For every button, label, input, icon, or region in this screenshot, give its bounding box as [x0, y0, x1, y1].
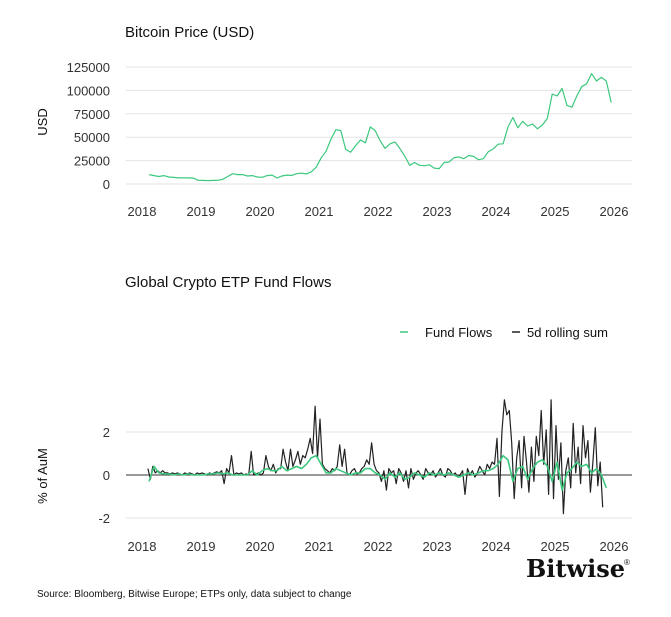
y-tick-label: 25000 — [74, 154, 110, 169]
y-tick-label: -2 — [98, 511, 110, 526]
y-tick-label: 0 — [103, 468, 110, 483]
price-chart-title: Bitcoin Price (USD) — [125, 24, 254, 41]
x-tick-label: 2024 — [482, 539, 511, 554]
x-tick-label: 2022 — [364, 204, 393, 219]
registered-mark-icon: ® — [624, 558, 630, 567]
x-tick-label: 2021 — [305, 204, 334, 219]
legend-label-rolling-sum: 5d rolling sum — [527, 325, 608, 340]
y-tick-label: 75000 — [74, 107, 110, 122]
x-tick-label: 2026 — [600, 539, 629, 554]
5d-rolling-sum-line — [147, 399, 604, 515]
x-tick-label: 2023 — [423, 204, 452, 219]
flows-x-ticks: 2018 2019 2020 2021 2022 2023 2024 2025 2026 — [128, 539, 629, 554]
y-tick-label: 50000 — [74, 130, 110, 145]
price-y-axis-label: USD — [35, 108, 50, 135]
flows-y-axis-label: % of AuM — [35, 448, 50, 504]
x-tick-label: 2026 — [600, 204, 629, 219]
bitwise-logo-text: Bitwise — [526, 554, 625, 583]
x-tick-label: 2023 — [423, 539, 452, 554]
x-tick-label: 2022 — [364, 539, 393, 554]
x-tick-label: 2020 — [246, 204, 275, 219]
price-x-ticks: 2018 2019 2020 2021 2022 2023 2024 2025 2026 — [128, 204, 629, 219]
y-tick-label: 125000 — [67, 60, 110, 75]
x-tick-label: 2019 — [187, 204, 216, 219]
y-tick-label: 2 — [103, 425, 110, 440]
price-y-ticks: 0 25000 50000 75000 100000 125000 — [67, 60, 110, 192]
source-note: Source: Bloomberg, Bitwise Europe; ETPs … — [37, 589, 352, 600]
x-tick-label: 2018 — [128, 539, 157, 554]
x-tick-label: 2025 — [541, 204, 570, 219]
y-tick-label: 0 — [103, 177, 110, 192]
x-tick-label: 2020 — [246, 539, 275, 554]
x-tick-label: 2019 — [187, 539, 216, 554]
y-tick-label: 100000 — [67, 83, 110, 98]
flows-chart-title: Global Crypto ETP Fund Flows — [125, 274, 331, 291]
flows-y-ticks: -2 0 2 — [98, 425, 110, 526]
fund-flows-line — [148, 454, 608, 491]
price-series — [148, 72, 612, 182]
x-tick-label: 2025 — [541, 539, 570, 554]
legend: Fund Flows 5d rolling sum — [400, 325, 608, 340]
x-tick-label: 2018 — [128, 204, 157, 219]
price-gridlines — [126, 66, 632, 185]
flows-gridlines — [126, 431, 632, 519]
flows-series — [126, 399, 632, 515]
price-line — [148, 72, 612, 182]
bitwise-logo: Bitwise ® — [526, 554, 630, 583]
x-tick-label: 2021 — [305, 539, 334, 554]
x-tick-label: 2024 — [482, 204, 511, 219]
legend-label-fund-flows: Fund Flows — [425, 325, 493, 340]
